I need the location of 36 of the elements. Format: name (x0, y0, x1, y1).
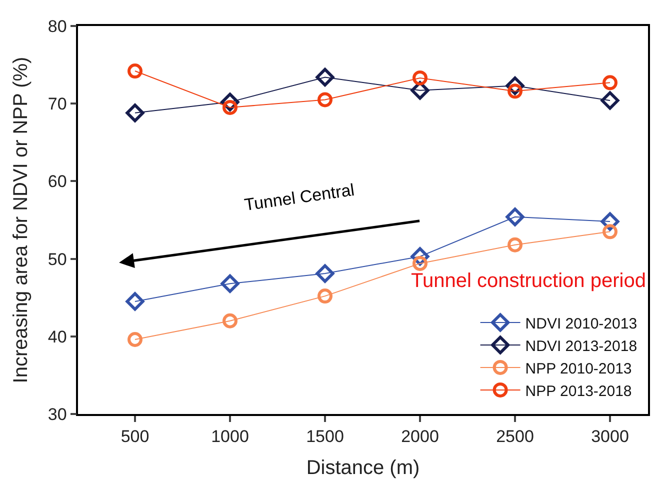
point (316, 264, 334, 283)
annotation: Tunnel construction period (411, 270, 646, 292)
point (126, 292, 144, 311)
point (318, 288, 332, 304)
legend-label: NPP 2010-2013 (525, 360, 632, 378)
point (600, 91, 620, 110)
x-tick-label: 2500 (496, 427, 534, 446)
y-tick-label: 60 (48, 172, 67, 192)
point (126, 104, 144, 122)
legend-label: NDVI 2010-2013 (525, 315, 638, 332)
point (316, 68, 334, 87)
point (220, 274, 240, 293)
legend-label: NDVI 2013-2018 (525, 338, 638, 355)
point (602, 75, 618, 90)
y-axis-title: Increasing area for NDVI or NPP (%) (10, 56, 32, 384)
point (508, 237, 522, 252)
point (128, 64, 142, 79)
x-tick-label: 1000 (211, 427, 249, 446)
y-tick-label: 80 (48, 16, 67, 36)
point (506, 208, 524, 226)
x-tick-label: 3000 (591, 427, 629, 446)
x-tick-label: 1500 (306, 427, 344, 446)
point (318, 92, 332, 108)
point (412, 70, 428, 86)
y-tick-label: 40 (48, 327, 67, 346)
point (222, 313, 238, 328)
y-tick-label: 70 (48, 94, 67, 114)
annotation: Tunnel Central (243, 180, 356, 215)
point (602, 224, 618, 240)
x-tick-label: 500 (120, 427, 150, 446)
x-axis-title: Distance (m) (306, 457, 420, 480)
legend-label: NPP 2013-2018 (525, 382, 632, 400)
y-tick-label: 30 (48, 404, 67, 424)
y-tick-label: 50 (48, 250, 67, 269)
point (128, 332, 142, 347)
x-tick-label: 2000 (401, 427, 439, 446)
